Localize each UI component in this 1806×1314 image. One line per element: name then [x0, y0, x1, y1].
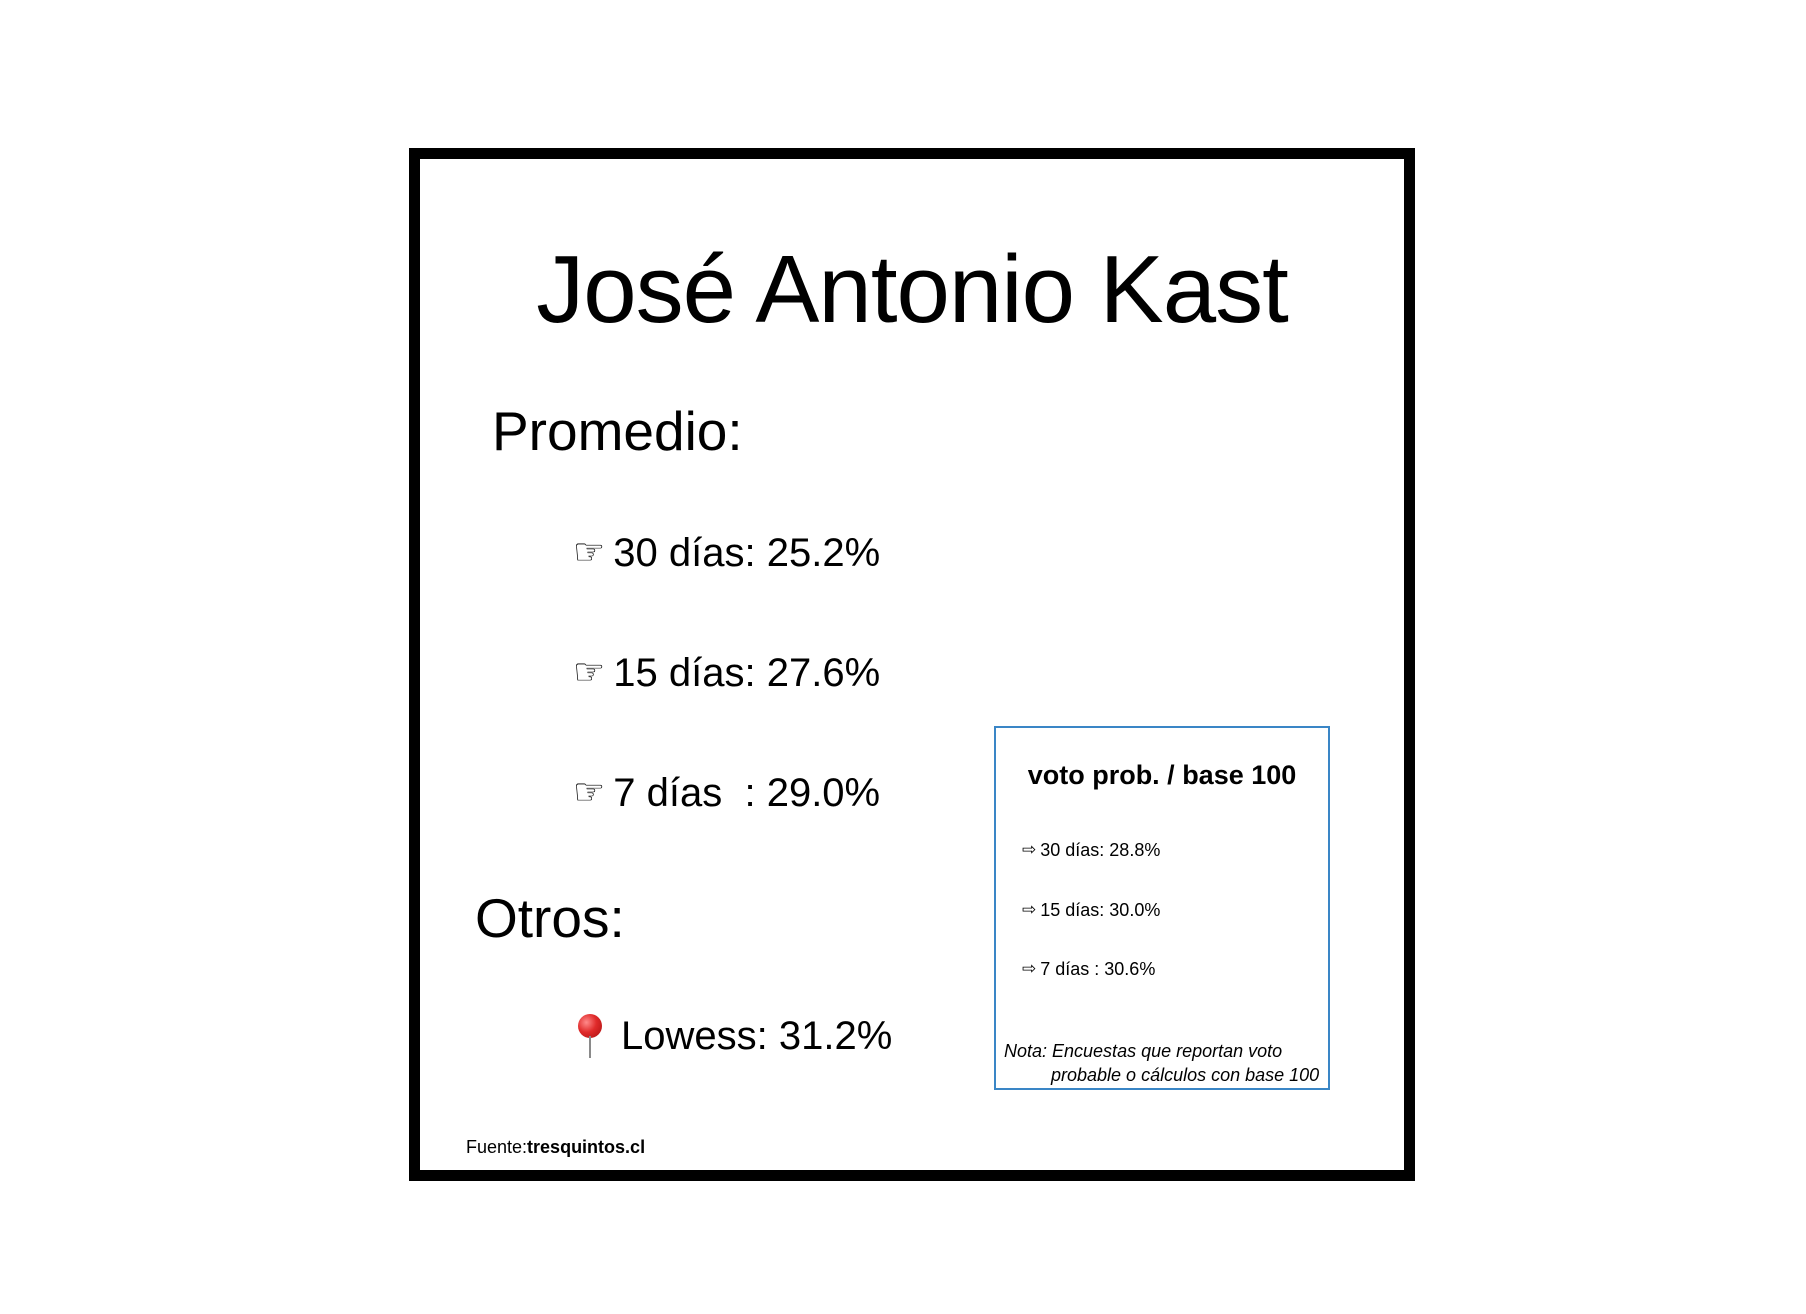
promedio-item-label: 7 días : 29.0%	[613, 771, 881, 815]
right-arrow-icon: ⇨	[1022, 839, 1037, 860]
page-title: José Antonio Kast	[536, 236, 1289, 343]
summary-card: José Antonio Kast Promedio: ☞ 30 días: 2…	[409, 148, 1415, 1181]
box-item-label: 7 días : 30.6%	[1040, 959, 1156, 979]
pointing-hand-icon: ☞	[573, 532, 606, 573]
voto-probable-box: voto prob. / base 100 ⇨ 30 días: 28.8% ⇨…	[994, 726, 1330, 1090]
box-item-label: 15 días: 30.0%	[1040, 900, 1161, 920]
pointing-hand-icon: ☞	[573, 652, 606, 693]
box-item-7-dias: ⇨ 7 días : 30.6%	[1022, 960, 1155, 978]
pushpin-icon	[575, 1014, 605, 1058]
box-item-label: 30 días: 28.8%	[1040, 840, 1161, 860]
box-item-15-dias: ⇨ 15 días: 30.0%	[1022, 901, 1160, 919]
source-credit: Fuente:tresquintos.cl	[466, 1138, 645, 1156]
promedio-heading: Promedio:	[492, 400, 743, 462]
promedio-item-7-dias: ☞ 7 días : 29.0%	[573, 773, 880, 813]
right-arrow-icon: ⇨	[1022, 958, 1037, 979]
promedio-item-label: 30 días: 25.2%	[613, 531, 881, 575]
lowess-item: Lowess: 31.2%	[575, 1014, 892, 1058]
promedio-item-15-dias: ☞ 15 días: 27.6%	[573, 653, 880, 693]
lowess-label: Lowess: 31.2%	[621, 1014, 893, 1058]
otros-heading: Otros:	[475, 887, 625, 949]
box-note: Nota: Encuestas que reportan voto probab…	[1004, 1039, 1324, 1087]
pointing-hand-icon: ☞	[573, 772, 606, 813]
promedio-item-label: 15 días: 27.6%	[613, 651, 881, 695]
box-note-line1: Nota: Encuestas que reportan voto	[1004, 1041, 1283, 1061]
source-site: tresquintos.cl	[527, 1137, 646, 1157]
right-arrow-icon: ⇨	[1022, 899, 1037, 920]
box-note-line2: probable o cálculos con base 100	[1051, 1065, 1320, 1085]
box-title: voto prob. / base 100	[1027, 760, 1297, 790]
promedio-item-30-dias: ☞ 30 días: 25.2%	[573, 533, 880, 573]
box-item-30-dias: ⇨ 30 días: 28.8%	[1022, 841, 1160, 859]
source-label: Fuente:	[466, 1137, 528, 1157]
